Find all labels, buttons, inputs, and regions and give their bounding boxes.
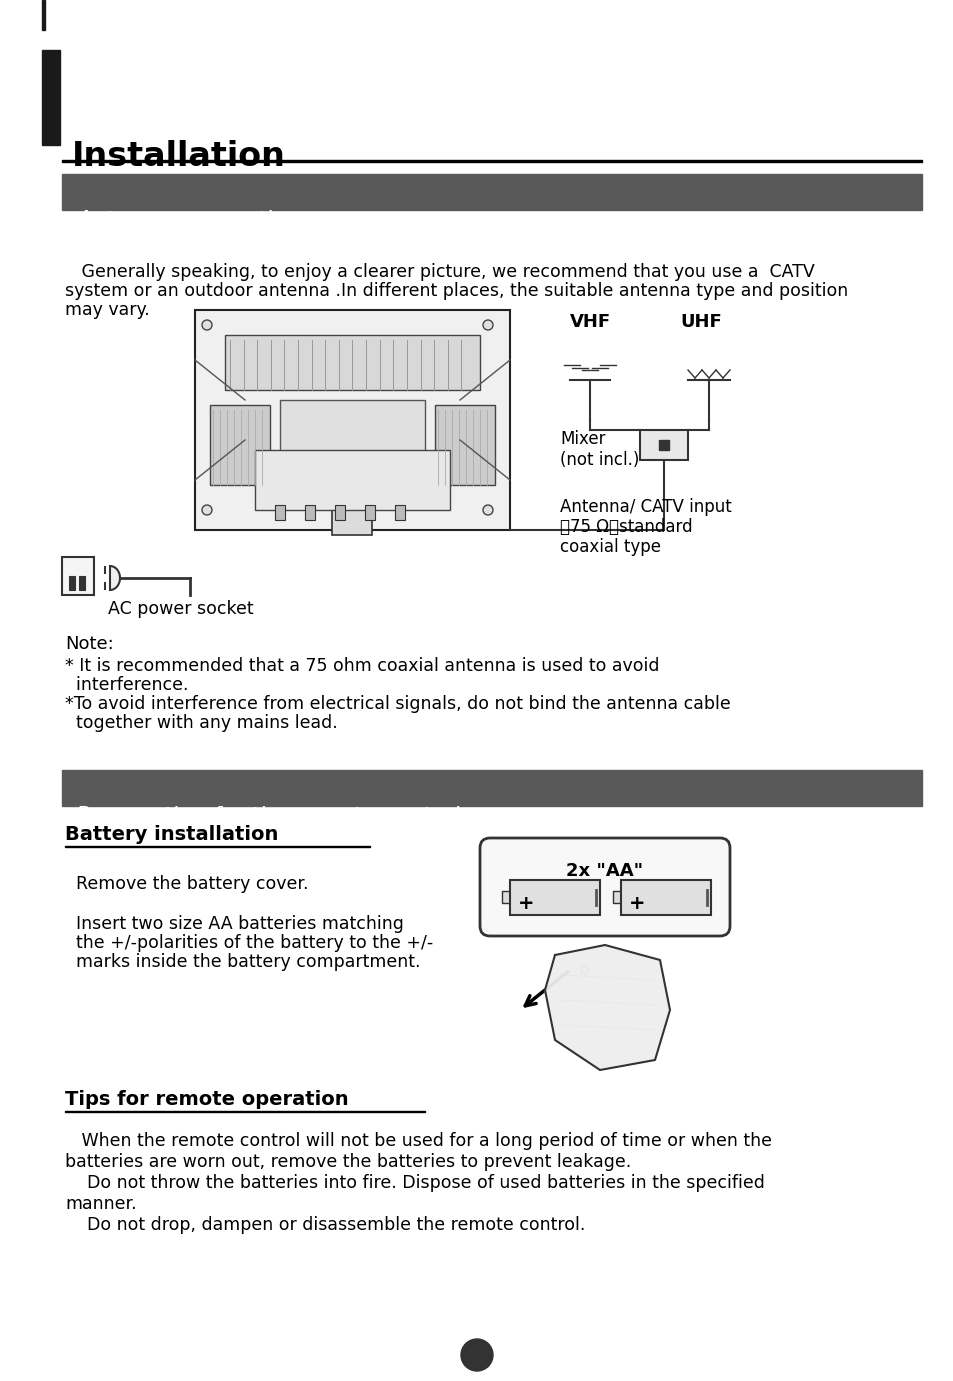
Text: the +/-polarities of the battery to the +/-: the +/-polarities of the battery to the … [65,934,433,952]
Bar [659,441,668,450]
Circle shape [202,320,212,330]
Text: AC power socket: AC power socket [108,599,253,619]
Bar [332,494,372,534]
Circle shape [580,965,588,974]
Bar [42,0,45,30]
Text: 4: 4 [470,1338,483,1356]
Bar [395,505,405,521]
Circle shape [482,505,493,515]
Text: system or an outdoor antenna .In different places, the suitable antenna type and: system or an outdoor antenna .In differe… [65,282,847,300]
FancyBboxPatch shape [479,838,729,936]
Text: +: + [517,894,534,913]
Bar [501,891,510,903]
Text: manner.: manner. [65,1195,136,1213]
Bar [42,50,60,145]
Bar [435,405,495,485]
Text: * It is recommended that a 75 ohm coaxial antenna is used to avoid: * It is recommended that a 75 ohm coaxia… [65,657,659,675]
Bar [620,880,710,916]
Bar [69,576,75,590]
Text: VHF: VHF [569,313,611,331]
Text: When the remote control will not be used for a long period of time or when the: When the remote control will not be used… [65,1132,771,1150]
Polygon shape [110,566,120,590]
Text: together with any mains lead.: together with any mains lead. [65,714,337,732]
Bar [274,505,285,521]
Bar [62,771,921,807]
Text: （75 Ω）standard: （75 Ω）standard [559,518,692,536]
Bar [65,1110,424,1112]
Text: interference.: interference. [65,677,189,695]
Text: marks inside the battery compartment.: marks inside the battery compartment. [65,953,420,971]
Bar [254,450,450,510]
Bar [225,336,479,389]
Text: Preparation for the remote control: Preparation for the remote control [76,807,459,826]
Text: Do not throw the batteries into fire. Dispose of used batteries in the specified: Do not throw the batteries into fire. Di… [65,1174,764,1192]
Bar [62,174,921,210]
Circle shape [482,320,493,330]
Text: +: + [628,894,645,913]
Text: Insert two size AA batteries matching: Insert two size AA batteries matching [65,916,403,934]
Text: batteries are worn out, remove the batteries to prevent leakage.: batteries are worn out, remove the batte… [65,1153,631,1171]
Text: Antenna connection: Antenna connection [76,210,299,231]
Text: UHF: UHF [679,313,721,331]
Text: Antenna/ CATV input: Antenna/ CATV input [559,499,731,516]
Text: Battery installation: Battery installation [65,824,278,844]
Bar [613,891,620,903]
Bar [365,505,375,521]
Bar [62,557,94,595]
Circle shape [460,1340,493,1371]
Text: Remove the battery cover.: Remove the battery cover. [65,876,308,894]
Bar [65,845,370,847]
Text: *To avoid interference from electrical signals, do not bind the antenna cable: *To avoid interference from electrical s… [65,695,730,713]
Bar [194,309,510,530]
Bar [62,160,921,162]
Text: Note:: Note: [65,635,113,653]
Text: may vary.: may vary. [65,301,150,319]
Bar [335,505,345,521]
Text: Do not drop, dampen or disassemble the remote control.: Do not drop, dampen or disassemble the r… [65,1217,585,1235]
Bar [79,576,85,590]
Text: Generally speaking, to enjoy a clearer picture, we recommend that you use a  CAT: Generally speaking, to enjoy a clearer p… [65,262,814,280]
Polygon shape [544,945,669,1070]
Bar [305,505,314,521]
Bar [510,880,599,916]
Text: Installation: Installation [71,139,286,173]
Text: 2x "AA": 2x "AA" [566,862,643,880]
Bar [280,400,424,481]
Text: coaxial type: coaxial type [559,539,660,557]
Text: Mixer
(not incl.): Mixer (not incl.) [559,429,639,468]
Circle shape [202,505,212,515]
Bar [639,429,687,460]
Bar [210,405,270,485]
Text: Tips for remote operation: Tips for remote operation [65,1090,348,1109]
